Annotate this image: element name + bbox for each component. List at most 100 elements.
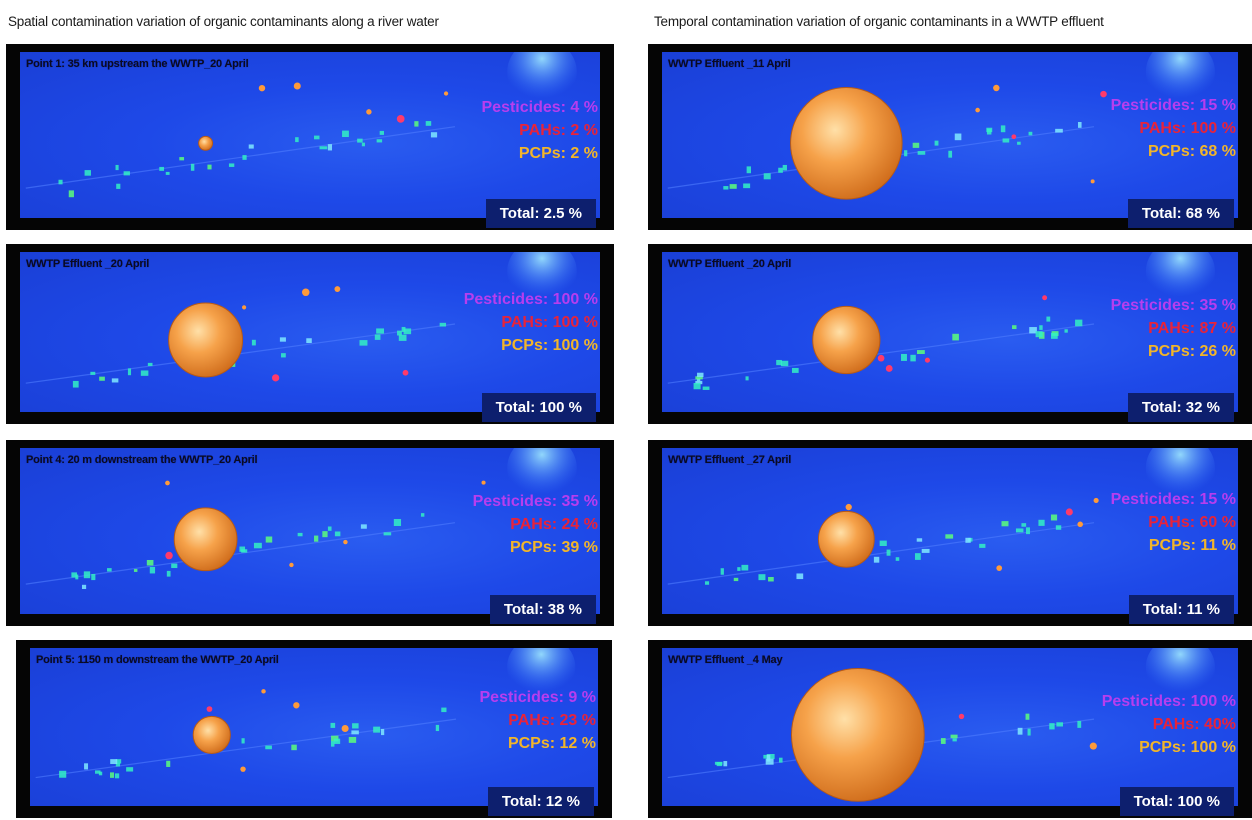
compound-spot (763, 754, 768, 759)
compound-spot (333, 738, 341, 744)
legend: Pesticides: 15 % PAHs: 60 % PCPs: 11 % (1111, 488, 1236, 557)
compound-spot (1055, 525, 1062, 530)
compound-dot (1093, 497, 1099, 504)
compound-spot (1064, 329, 1068, 333)
compound-spot (99, 376, 105, 381)
panel-wwtp-effluent-27-april: WWTP Effluent _27 April Pesticides: 15 %… (648, 440, 1252, 626)
panel-wwtp-effluent-20-april-left: WWTP Effluent _20 April Pesticides: 100 … (6, 244, 614, 424)
plot-svg (25, 252, 577, 388)
pcps-label: PCPs: 11 % (1148, 537, 1236, 554)
compound-spot (910, 354, 916, 362)
compound-spot (778, 167, 783, 173)
compound-dot (443, 91, 449, 96)
total-badge: Total: 100 % (1119, 787, 1234, 816)
compound-spot (111, 378, 119, 383)
pesticides-label: Pesticides: 100 % (1101, 693, 1236, 710)
compound-dot (1100, 90, 1107, 98)
compound-spot (84, 763, 89, 770)
compound-spot (766, 754, 771, 762)
compound-dot (334, 286, 341, 292)
compound-spot (314, 535, 319, 542)
pahs-label: PAHs: 100 % (1139, 120, 1236, 137)
compound-spot (917, 350, 925, 355)
compound-spot (430, 132, 438, 138)
compound-spot (766, 753, 775, 760)
pcps-label: PCPs: 2 % (518, 145, 598, 162)
contamination-bubble (192, 715, 231, 754)
compound-spot (1077, 122, 1082, 128)
total-badge: Total: 68 % (1127, 199, 1234, 228)
left-column-title: Spatial contamination variation of organ… (8, 14, 439, 29)
panel-point4-20-april: Point 4: 20 m downstream the WWTP_20 Apr… (6, 440, 614, 626)
background-glow (1145, 648, 1215, 699)
compound-spot (693, 383, 701, 390)
compound-spot (123, 171, 130, 176)
plot-area: WWTP Effluent _4 May Pesticides: 100 % P… (662, 648, 1238, 806)
compound-spot (1049, 723, 1055, 730)
plot-area: WWTP Effluent _11 April Pesticides: 15 %… (662, 52, 1238, 218)
compound-spot (376, 328, 385, 334)
compound-dot (996, 565, 1003, 571)
compound-spot (1056, 722, 1063, 727)
compound-spot (720, 568, 724, 575)
compound-spot (796, 573, 804, 580)
compound-dot (343, 539, 348, 545)
compound-spot (965, 537, 971, 543)
compound-spot (1051, 332, 1058, 339)
compound-spot (439, 322, 447, 327)
compound-spot (763, 173, 771, 180)
compound-spot (179, 157, 185, 161)
compound-spot (398, 334, 407, 341)
pesticides-label: Pesticides: 4 % (481, 99, 599, 116)
compound-spot (348, 736, 357, 743)
compound-spot (319, 146, 328, 150)
panel-title: WWTP Effluent _20 April (26, 258, 150, 270)
compound-spot (361, 142, 365, 147)
compound-spot (1001, 521, 1009, 527)
compound-spot (379, 130, 384, 135)
compound-spot (782, 164, 787, 171)
legend: Pesticides: 15 % PAHs: 100 % PCPs: 68 % (1111, 94, 1236, 163)
compound-spot (934, 140, 939, 146)
total-badge: Total: 100 % (481, 393, 596, 422)
compound-spot (342, 130, 349, 138)
background-glow (507, 252, 577, 304)
compound-spot (166, 570, 171, 577)
contamination-bubble (173, 507, 238, 572)
compound-spot (780, 360, 789, 367)
compound-spot (704, 581, 710, 585)
compound-spot (331, 735, 339, 742)
compound-spot (127, 368, 132, 376)
compound-spot (1025, 713, 1030, 720)
compound-spot (702, 386, 710, 390)
compound-dot (1077, 521, 1083, 528)
compound-spot (948, 150, 953, 158)
compound-dot (845, 503, 852, 511)
compound-spot (1021, 523, 1027, 527)
compound-dot (975, 107, 980, 113)
pahs-label: PAHs: 60 % (1148, 514, 1236, 531)
compound-spot (1017, 141, 1021, 145)
compound-spot (420, 513, 425, 517)
compound-spot (115, 759, 122, 764)
contamination-bubble (198, 135, 214, 151)
compound-spot (723, 186, 729, 190)
compound-spot (1055, 128, 1063, 133)
compound-dot (885, 365, 893, 372)
compound-spot (737, 567, 741, 571)
compound-spot (791, 367, 799, 373)
compound-spot (1038, 519, 1045, 526)
contamination-bubble (790, 87, 903, 200)
compound-spot (1050, 514, 1058, 521)
background-glow (1145, 52, 1215, 106)
compound-spot (253, 542, 262, 549)
compound-spot (743, 183, 751, 189)
plot-svg (35, 648, 576, 779)
plot-area: WWTP Effluent _20 April Pesticides: 35 %… (662, 252, 1238, 412)
compound-spot (314, 135, 320, 140)
compound-dot (293, 702, 300, 709)
plot-svg (25, 52, 577, 198)
compound-spot (723, 761, 728, 767)
compound-dot (1011, 134, 1017, 140)
panel-point1-20-april: Point 1: 35 km upstream the WWTP_20 Apri… (6, 44, 614, 230)
